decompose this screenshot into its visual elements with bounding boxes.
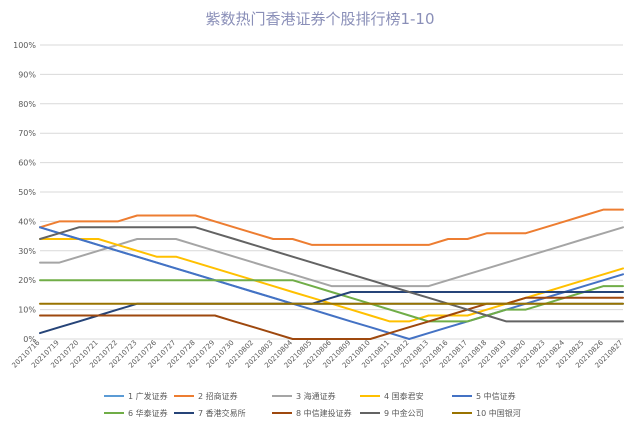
series-line-6 xyxy=(39,279,624,323)
legend-label-8: 8 中信建投证券 xyxy=(296,408,352,418)
series-line-8 xyxy=(39,296,624,340)
series-line-9 xyxy=(39,226,624,323)
y-tick-label: 60% xyxy=(18,159,36,168)
y-tick-label: 80% xyxy=(18,100,36,109)
legend-label-6: 6 华泰证券 xyxy=(128,408,168,418)
series-line-2 xyxy=(39,208,624,246)
y-tick-label: 40% xyxy=(18,217,36,226)
legend-label-2: 2 招商证券 xyxy=(198,391,238,401)
y-tick-label: 10% xyxy=(18,306,36,315)
y-tick-label: 100% xyxy=(13,41,36,50)
series-layer xyxy=(39,208,624,340)
legend-label-10: 10 中国银河 xyxy=(476,408,521,418)
legend-label-3: 3 海通证券 xyxy=(296,391,336,401)
y-tick-label: 20% xyxy=(18,276,36,285)
series-line-3 xyxy=(39,226,624,288)
legend-label-7: 7 香港交易所 xyxy=(198,408,246,418)
y-tick-label: 90% xyxy=(18,70,36,79)
y-tick-label: 50% xyxy=(18,188,36,197)
y-tick-label: 30% xyxy=(18,247,36,256)
y-tick-label: 0% xyxy=(23,335,36,344)
legend-label-5: 5 中信证券 xyxy=(476,391,516,401)
chart-title: 紫数热门香港证券个股排行榜1-10 xyxy=(205,10,434,28)
legend-label-9: 9 中金公司 xyxy=(384,408,424,418)
y-tick-label: 70% xyxy=(18,129,36,138)
legend-label-4: 4 国泰君安 xyxy=(384,391,424,401)
y-axis-ticks: 0% 10% 20% 30% 40% 50% 60% 70% 80% 90% 100% xyxy=(13,41,36,344)
legend: 1 广发证券 2 招商证券 3 海通证券 4 国泰君安 5 中信证券 6 华泰证券 7 香港… xyxy=(104,391,521,418)
legend-label-1: 1 广发证券 xyxy=(128,391,168,401)
x-axis-ticks: 2021071620210719202107202021072120210722… xyxy=(11,338,625,369)
